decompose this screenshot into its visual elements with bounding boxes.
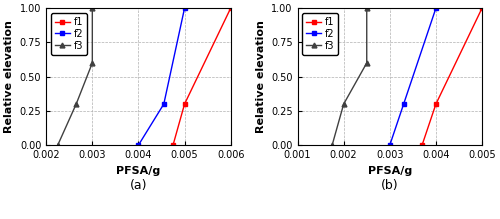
Y-axis label: Relative elevation: Relative elevation (256, 20, 266, 133)
f1 (433, 103, 439, 105)
Line: f3: f3 (330, 6, 369, 148)
f2 (433, 7, 439, 9)
X-axis label: PFSA/g: PFSA/g (368, 166, 412, 176)
f1 (479, 7, 485, 9)
Y-axis label: Relative elevation: Relative elevation (4, 20, 14, 133)
Title: (b): (b) (381, 179, 398, 192)
f3 (54, 144, 60, 147)
f2 (387, 144, 393, 147)
f3 (340, 103, 346, 105)
Title: (a): (a) (130, 179, 147, 192)
Line: f2: f2 (136, 6, 187, 148)
f1 (419, 144, 425, 147)
Line: f1: f1 (420, 6, 484, 148)
Line: f2: f2 (388, 6, 438, 148)
f1 (170, 144, 176, 147)
f2 (400, 103, 406, 105)
Legend: f1, f2, f3: f1, f2, f3 (51, 13, 87, 55)
f2 (161, 103, 167, 105)
f3 (364, 62, 370, 64)
f3 (73, 103, 79, 105)
X-axis label: PFSA/g: PFSA/g (116, 166, 160, 176)
f3 (329, 144, 335, 147)
Line: f3: f3 (56, 6, 95, 148)
f3 (90, 7, 96, 9)
f1 (228, 7, 234, 9)
f3 (364, 7, 370, 9)
f3 (90, 62, 96, 64)
Legend: f1, f2, f3: f1, f2, f3 (302, 13, 338, 55)
Line: f1: f1 (170, 6, 233, 148)
f2 (182, 7, 188, 9)
f2 (136, 144, 141, 147)
f1 (182, 103, 188, 105)
